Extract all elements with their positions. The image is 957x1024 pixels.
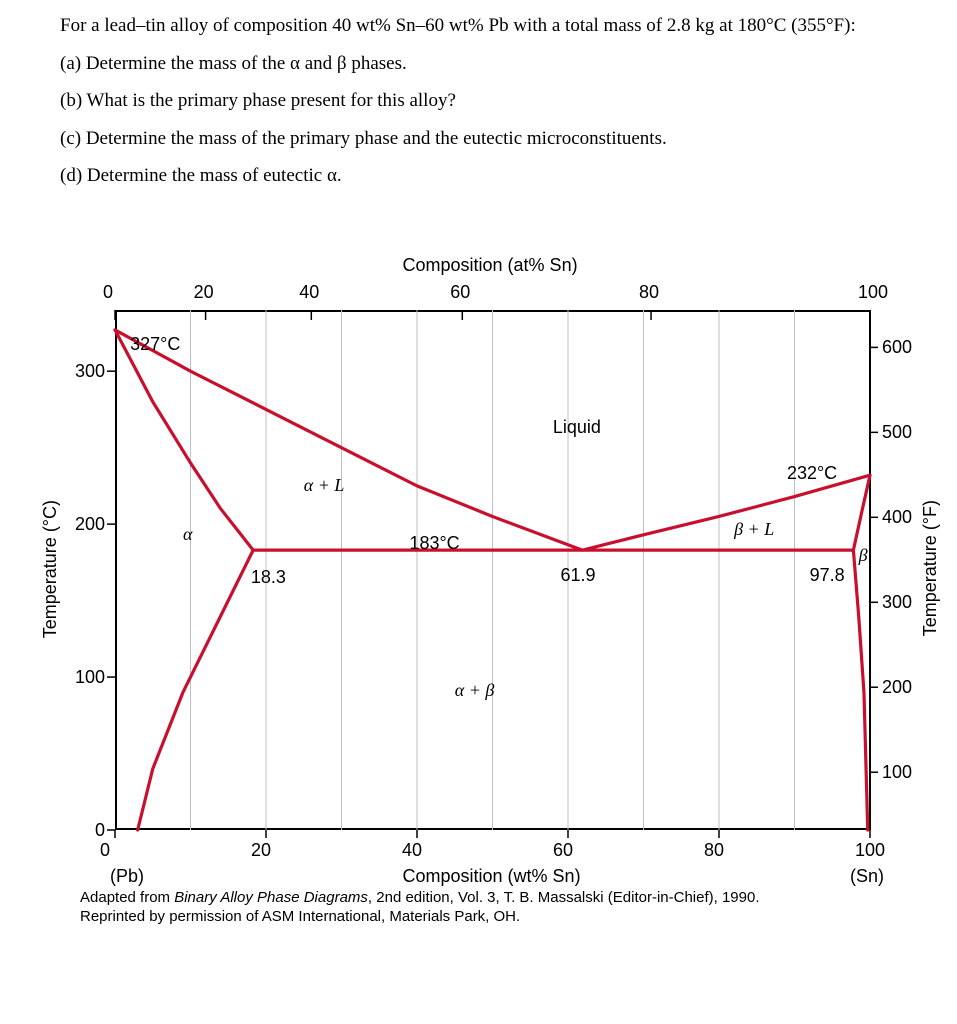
question-part-b: (b) What is the primary phase present fo… bbox=[60, 87, 937, 115]
top-x-tick-label: 0 bbox=[103, 282, 113, 303]
question-intro: For a lead–tin alloy of composition 40 w… bbox=[60, 12, 937, 40]
label-alpha-solubility: 18.3 bbox=[251, 567, 286, 588]
axis-title: Temperature (°C) bbox=[40, 500, 61, 638]
x-tick-label: 40 bbox=[402, 840, 422, 861]
axis-title: Composition (wt% Sn) bbox=[403, 866, 581, 887]
y-left-tick-label: 100 bbox=[67, 667, 105, 688]
y-right-tick-label: 200 bbox=[882, 677, 912, 698]
x-tick-label: 60 bbox=[553, 840, 573, 861]
y-left-tick-label: 200 bbox=[67, 514, 105, 535]
phase-diagram-chart: 0 20 40 60 80 100 0 20 40 60 80 100 0 100 200 300 100 200… bbox=[60, 240, 930, 930]
label-eutectic-temp: 183°C bbox=[409, 533, 459, 554]
x-tick-label: 100 bbox=[855, 840, 885, 861]
label-sn-mp: 232°C bbox=[787, 463, 837, 484]
y-left-tick-label: 0 bbox=[67, 820, 105, 841]
region-beta: β bbox=[859, 545, 868, 566]
label-beta-solubility: 97.8 bbox=[810, 565, 845, 586]
label-pb-mp: 327°C bbox=[130, 334, 180, 355]
chart-caption: Adapted from Binary Alloy Phase Diagrams… bbox=[80, 888, 900, 927]
y-right-tick-label: 100 bbox=[882, 762, 912, 783]
region-liquid: Liquid bbox=[553, 417, 601, 438]
top-x-tick-label: 100 bbox=[858, 282, 888, 303]
y-right-tick-label: 300 bbox=[882, 592, 912, 613]
region-beta-L: β + L bbox=[734, 519, 774, 540]
y-left-tick-label: 300 bbox=[67, 361, 105, 382]
top-x-tick-label: 40 bbox=[299, 282, 319, 303]
y-right-tick-label: 500 bbox=[882, 422, 912, 443]
y-right-tick-label: 600 bbox=[882, 337, 912, 358]
x-tick-label: 80 bbox=[704, 840, 724, 861]
region-alpha: α bbox=[183, 524, 192, 545]
top-x-tick-label: 80 bbox=[639, 282, 659, 303]
region-alpha-beta: α + β bbox=[455, 680, 495, 701]
label-eutectic-comp: 61.9 bbox=[560, 565, 595, 586]
axis-title: Composition (at% Sn) bbox=[403, 255, 578, 276]
question-part-a: (a) Determine the mass of the α and β ph… bbox=[60, 50, 937, 78]
region-alpha-L: α + L bbox=[304, 475, 345, 496]
top-x-tick-label: 60 bbox=[450, 282, 470, 303]
question-part-d: (d) Determine the mass of eutectic α. bbox=[60, 162, 937, 190]
question-part-c: (c) Determine the mass of the primary ph… bbox=[60, 125, 937, 153]
axis-title: Temperature (°F) bbox=[920, 500, 941, 636]
x-tick-label: 20 bbox=[251, 840, 271, 861]
y-right-tick-label: 400 bbox=[882, 507, 912, 528]
x-tick-label: 0 bbox=[100, 840, 110, 861]
top-x-tick-label: 20 bbox=[194, 282, 214, 303]
